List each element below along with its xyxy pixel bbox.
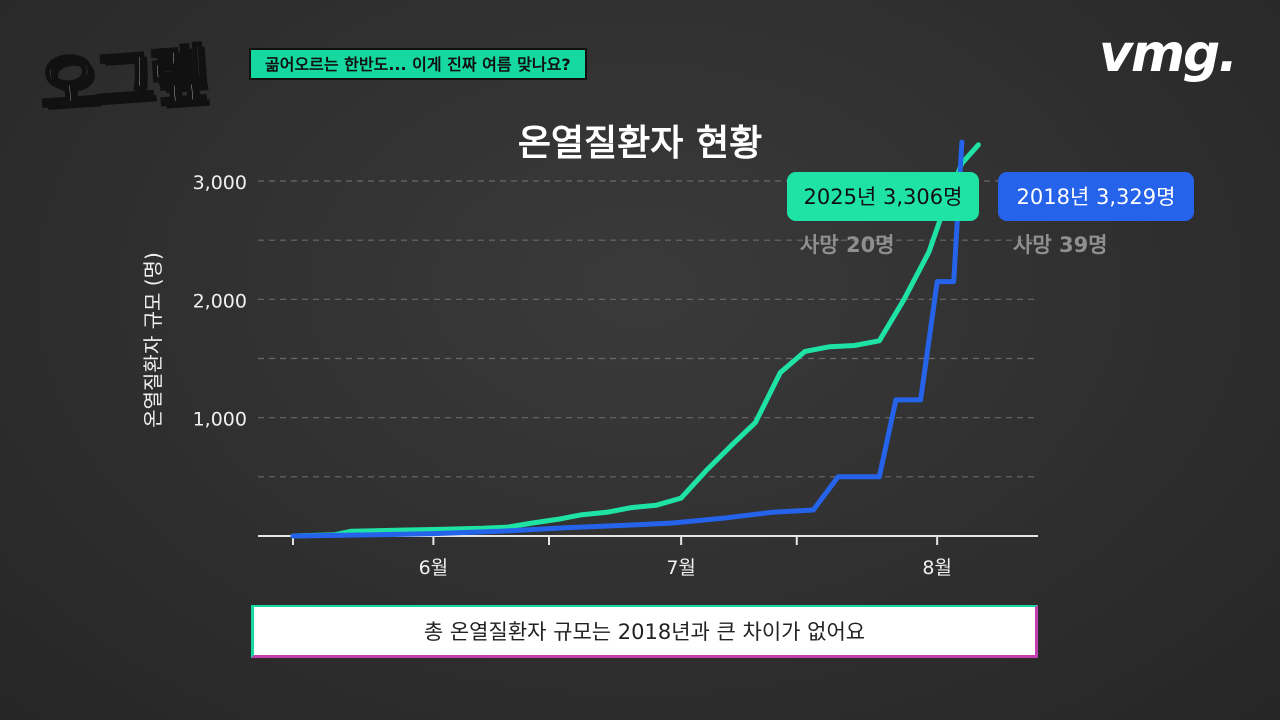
series-label-box-2025 bbox=[787, 172, 979, 221]
x-tick-label: 8월 bbox=[922, 557, 952, 579]
series-label-2025: 2025년 3,306명 bbox=[804, 185, 963, 209]
y-tick-label: 1,000 bbox=[193, 409, 247, 431]
y-tick-label: 3,000 bbox=[193, 172, 247, 194]
series-label-2018: 2018년 3,329명 bbox=[1017, 185, 1176, 209]
caption-subtitle: 총 온열질환자 규모는 2018년과 큰 차이가 없어요 bbox=[251, 605, 1038, 658]
series-deaths-2025: 사망 20명 bbox=[800, 233, 895, 257]
series-line-2025 bbox=[290, 142, 981, 539]
y-axis-label: 온열질환자 규모 (명) bbox=[141, 252, 165, 428]
topic-banner: 곪어오르는 한반도... 이게 진짜 여름 맞나요? bbox=[249, 48, 587, 80]
x-tick-label: 7월 bbox=[666, 557, 696, 579]
series-line-2018 bbox=[290, 139, 965, 539]
chart-title: 온열질환자 현황 bbox=[518, 123, 762, 164]
vmg-brand-logo: vmg. bbox=[1098, 24, 1238, 84]
x-tick-label: 6월 bbox=[419, 557, 449, 579]
series-label-box-2018 bbox=[998, 172, 1194, 221]
y-tick-label: 2,000 bbox=[193, 290, 247, 312]
series-deaths-2018: 사망 39명 bbox=[1013, 233, 1108, 257]
